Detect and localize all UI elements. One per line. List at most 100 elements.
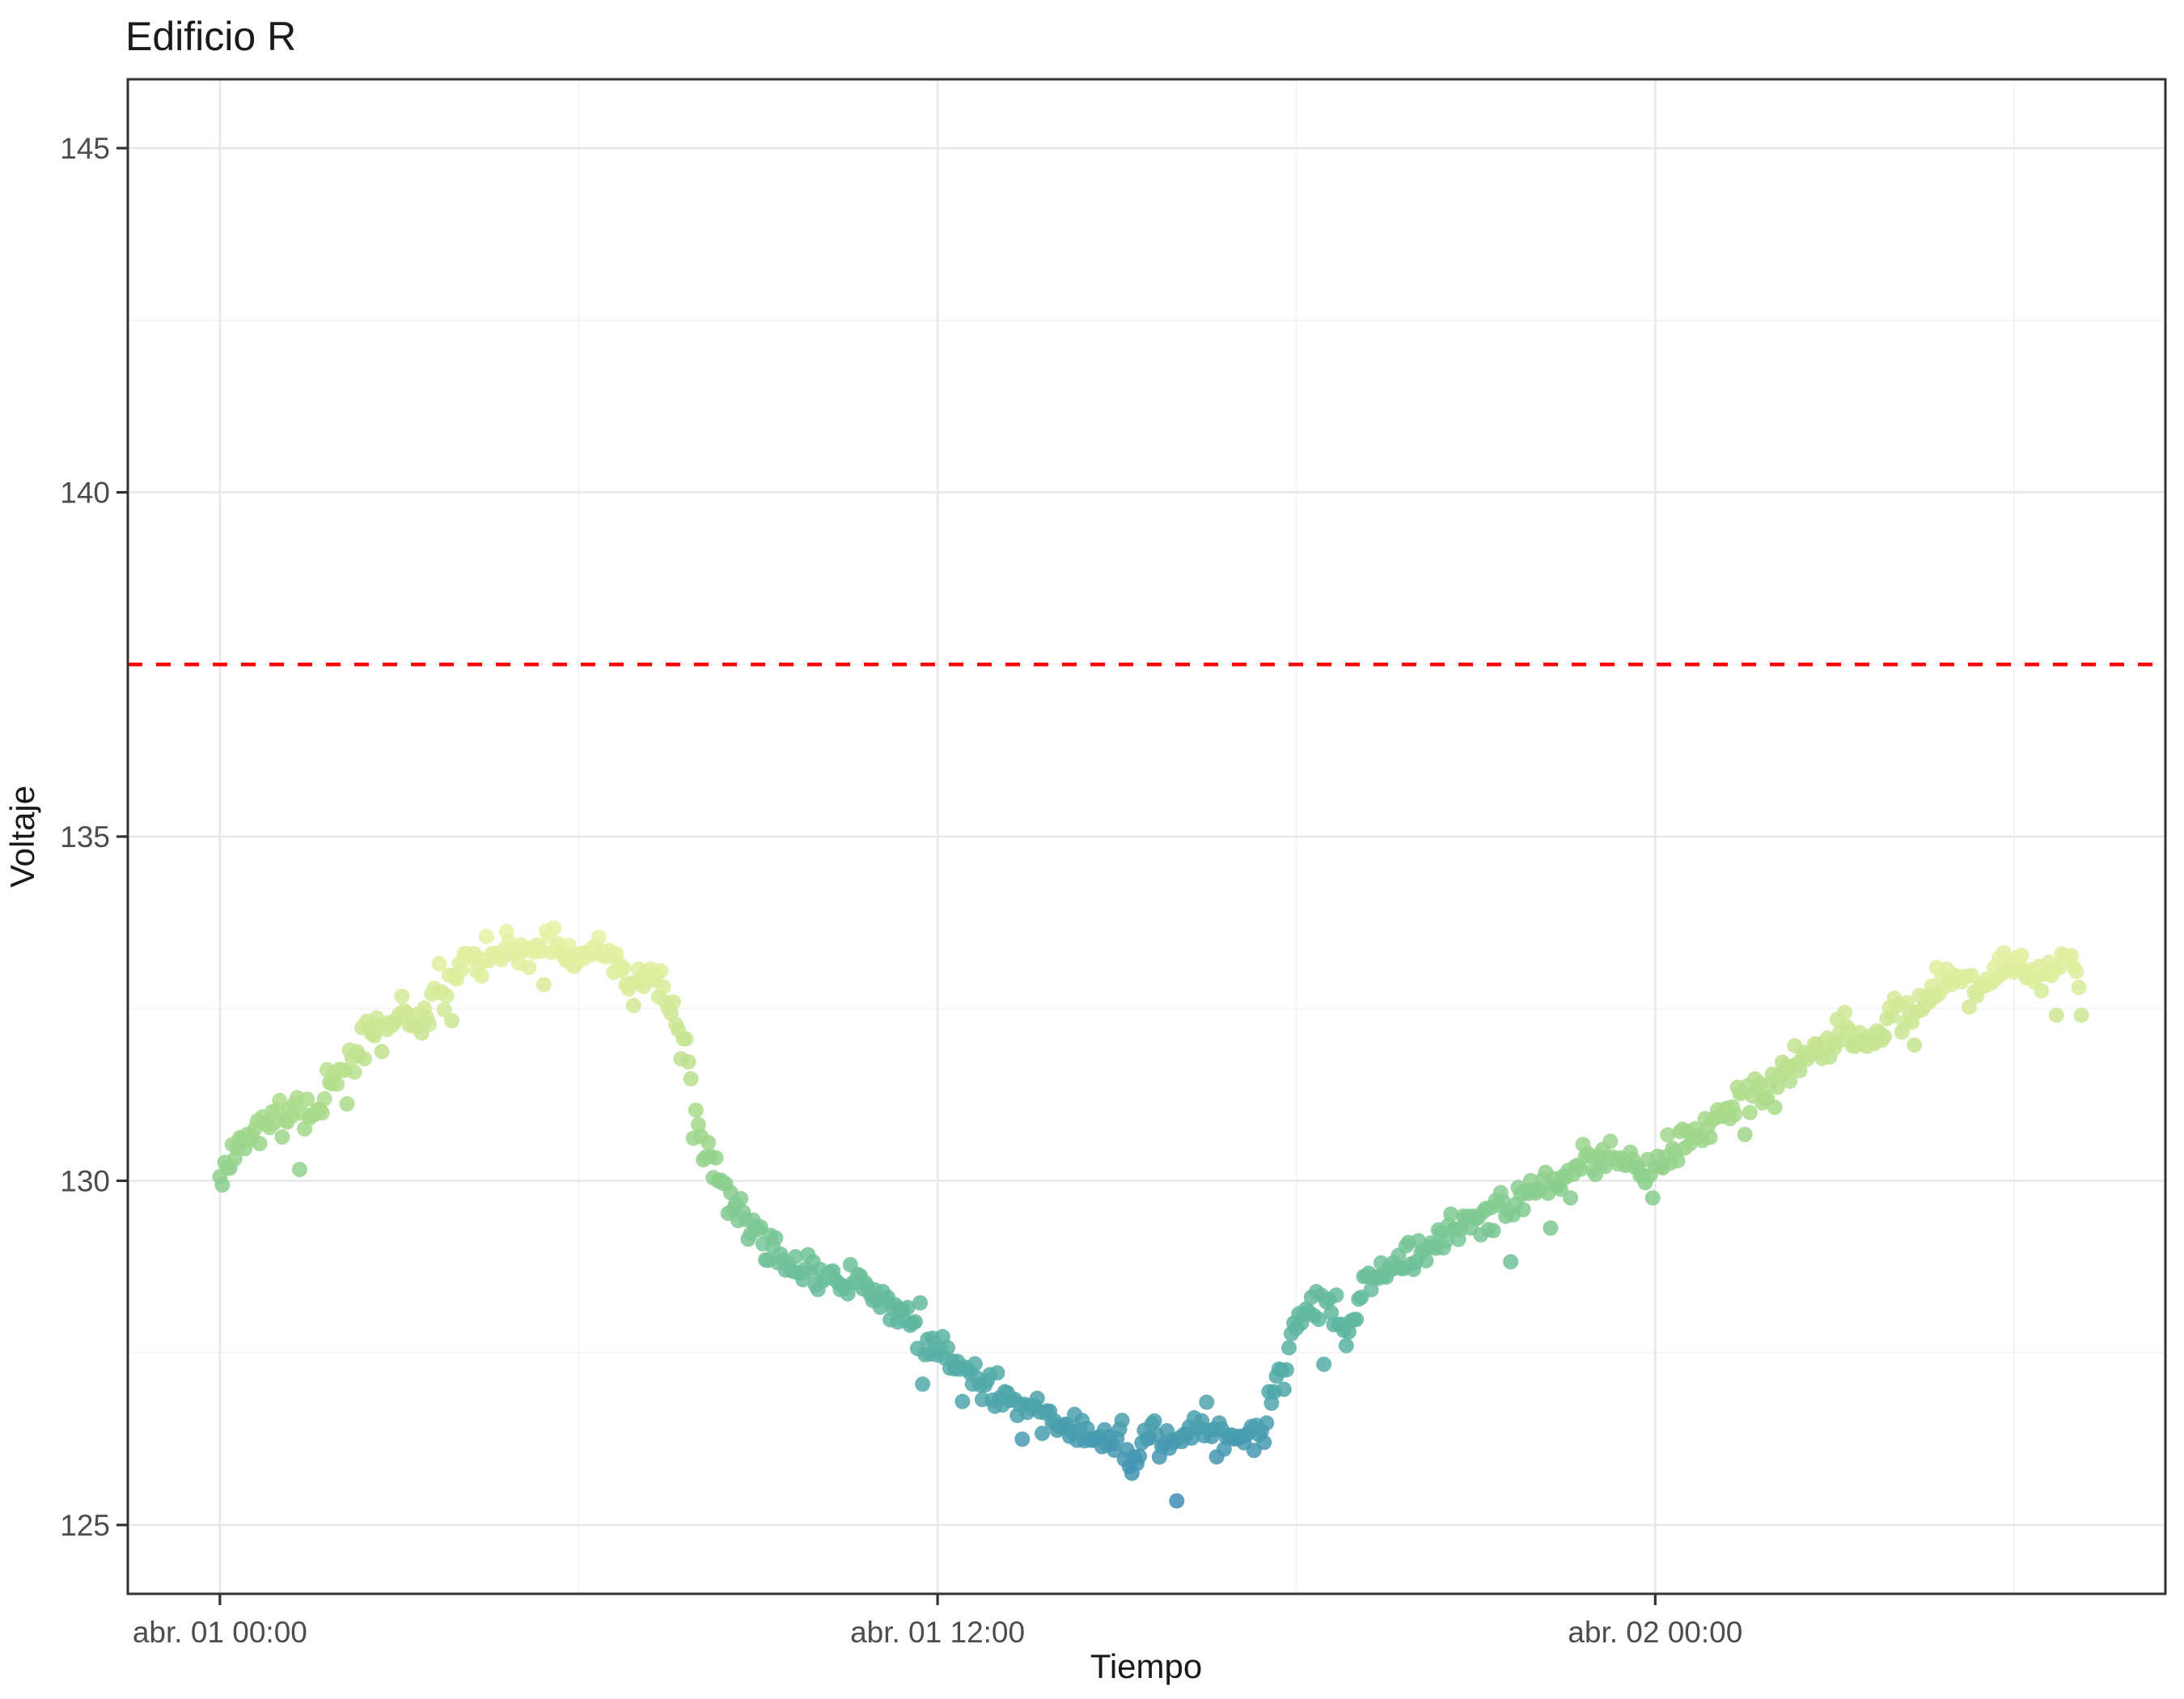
data-point — [214, 1177, 231, 1193]
data-point — [374, 1044, 390, 1060]
data-point — [915, 1376, 931, 1392]
data-point — [1515, 1201, 1531, 1218]
data-point — [899, 1299, 916, 1316]
data-point — [1962, 999, 1977, 1015]
data-point — [1438, 1233, 1454, 1249]
y-tick-label: 145 — [60, 132, 110, 165]
data-point — [1169, 1493, 1185, 1509]
y-tick-label: 140 — [60, 477, 110, 510]
data-point — [1563, 1190, 1579, 1206]
data-point — [314, 1105, 330, 1121]
data-point — [1552, 1181, 1568, 1197]
data-point — [690, 1116, 706, 1133]
data-point — [1418, 1252, 1434, 1269]
data-point — [1670, 1153, 1686, 1169]
data-point — [2013, 947, 2030, 964]
data-point — [329, 1076, 345, 1092]
data-point — [521, 960, 537, 976]
data-point — [1907, 1037, 1923, 1053]
data-point — [357, 1051, 372, 1067]
data-point — [2068, 964, 2085, 980]
data-point — [590, 930, 607, 946]
data-point — [1737, 1126, 1753, 1142]
data-point — [316, 1091, 332, 1107]
data-point — [1767, 1099, 1783, 1116]
x-tick-label: abr. 01 12:00 — [850, 1616, 1025, 1649]
data-point — [1742, 1104, 1758, 1121]
data-point — [1877, 1028, 1893, 1044]
data-point — [431, 955, 447, 972]
data-point — [535, 977, 552, 993]
data-point — [1323, 1305, 1340, 1321]
data-point — [454, 961, 470, 977]
data-point — [907, 1314, 923, 1330]
y-tick-label: 135 — [60, 820, 110, 854]
data-point — [1660, 1127, 1676, 1143]
data-point — [436, 1002, 452, 1018]
data-point — [1199, 1394, 1215, 1410]
data-point — [700, 1134, 717, 1150]
data-point — [1276, 1381, 1292, 1397]
data-point — [1114, 1413, 1130, 1429]
data-point — [653, 963, 669, 979]
data-point — [394, 989, 410, 1004]
x-tick-label: abr. 02 00:00 — [1568, 1616, 1742, 1649]
data-point — [1443, 1206, 1459, 1222]
y-tick-label: 125 — [60, 1509, 110, 1542]
data-point — [954, 1393, 971, 1409]
data-point — [688, 1102, 704, 1118]
data-point — [683, 1070, 699, 1087]
data-point — [1029, 1390, 1045, 1406]
data-point — [1216, 1441, 1232, 1457]
data-point — [1278, 1362, 1294, 1378]
x-axis-tick-labels: abr. 01 00:00 abr. 01 12:00 abr. 02 00:00 — [133, 1616, 1742, 1649]
data-point — [1014, 1431, 1031, 1447]
data-point — [989, 1365, 1005, 1381]
data-point — [473, 968, 489, 984]
y-axis-tick-labels: 125 130 135 140 145 — [60, 132, 110, 1542]
data-point — [708, 1150, 724, 1166]
data-point — [1328, 1287, 1344, 1303]
data-point — [1996, 945, 2013, 960]
data-point — [680, 1054, 696, 1070]
data-point — [1256, 1434, 1272, 1451]
x-tick-label: abr. 01 00:00 — [133, 1616, 307, 1649]
data-point — [479, 929, 494, 944]
data-point — [788, 1248, 803, 1265]
data-point — [561, 938, 577, 954]
data-point — [1792, 1062, 1808, 1078]
data-point — [1281, 1340, 1297, 1356]
data-point — [299, 1091, 315, 1108]
data-point — [1348, 1311, 1365, 1328]
data-point — [252, 1136, 268, 1151]
data-point — [438, 988, 455, 1004]
data-point — [1964, 968, 1980, 984]
y-tick-label: 130 — [60, 1164, 110, 1197]
data-point — [625, 998, 641, 1014]
data-point — [1316, 1356, 1332, 1372]
data-point — [655, 979, 671, 995]
data-point — [443, 1013, 459, 1029]
data-point — [1503, 1254, 1519, 1270]
data-point — [678, 1031, 694, 1047]
data-point — [339, 1095, 355, 1112]
data-point — [967, 1356, 983, 1372]
data-point — [1338, 1337, 1354, 1354]
data-point — [1727, 1106, 1743, 1122]
data-point — [2048, 1007, 2064, 1023]
x-axis-title: Tiempo — [1090, 1647, 1203, 1685]
data-point — [1310, 1311, 1327, 1328]
data-point — [1132, 1448, 1148, 1464]
data-point — [1543, 1220, 1559, 1236]
data-point — [1485, 1222, 1501, 1239]
data-point — [2071, 979, 2087, 995]
data-point — [1035, 1426, 1050, 1442]
data-point — [1644, 1190, 1661, 1206]
data-point — [1572, 1161, 1589, 1177]
data-point — [1259, 1415, 1275, 1431]
data-point — [1146, 1413, 1162, 1429]
data-point — [274, 1129, 290, 1145]
data-point — [1702, 1129, 1718, 1146]
